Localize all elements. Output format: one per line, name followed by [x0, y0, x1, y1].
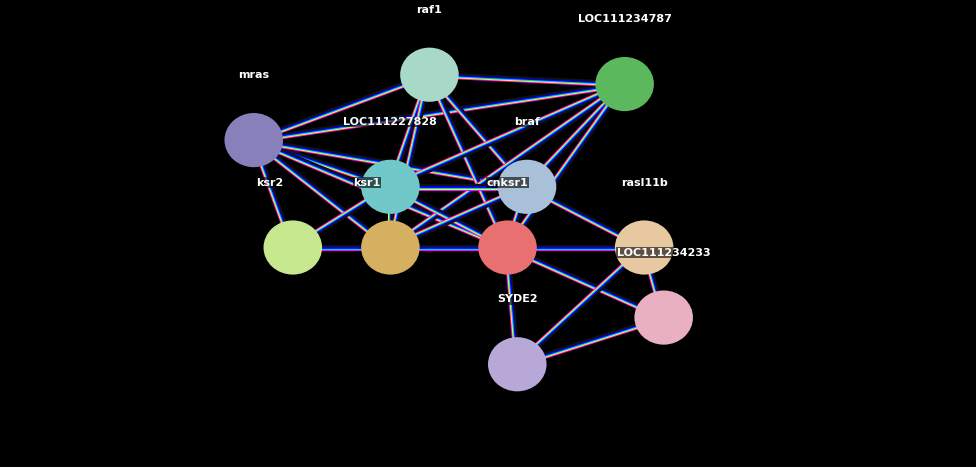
Ellipse shape [488, 337, 547, 391]
Text: braf: braf [514, 117, 540, 127]
Ellipse shape [595, 57, 654, 111]
Ellipse shape [361, 220, 420, 275]
Text: mras: mras [238, 71, 269, 80]
Text: ksr2: ksr2 [256, 178, 283, 188]
Text: raf1: raf1 [417, 5, 442, 15]
Ellipse shape [224, 113, 283, 167]
Text: cnksr1: cnksr1 [487, 178, 528, 188]
Text: rasl11b: rasl11b [621, 178, 668, 188]
Ellipse shape [264, 220, 322, 275]
Text: LOC111234787: LOC111234787 [578, 14, 671, 24]
Ellipse shape [478, 220, 537, 275]
Ellipse shape [634, 290, 693, 345]
Ellipse shape [400, 48, 459, 102]
Text: ksr1: ksr1 [353, 178, 381, 188]
Ellipse shape [498, 160, 556, 214]
Text: LOC111227828: LOC111227828 [344, 117, 437, 127]
Ellipse shape [361, 160, 420, 214]
Text: LOC111234233: LOC111234233 [617, 248, 711, 258]
Text: SYDE2: SYDE2 [497, 295, 538, 304]
Ellipse shape [615, 220, 673, 275]
